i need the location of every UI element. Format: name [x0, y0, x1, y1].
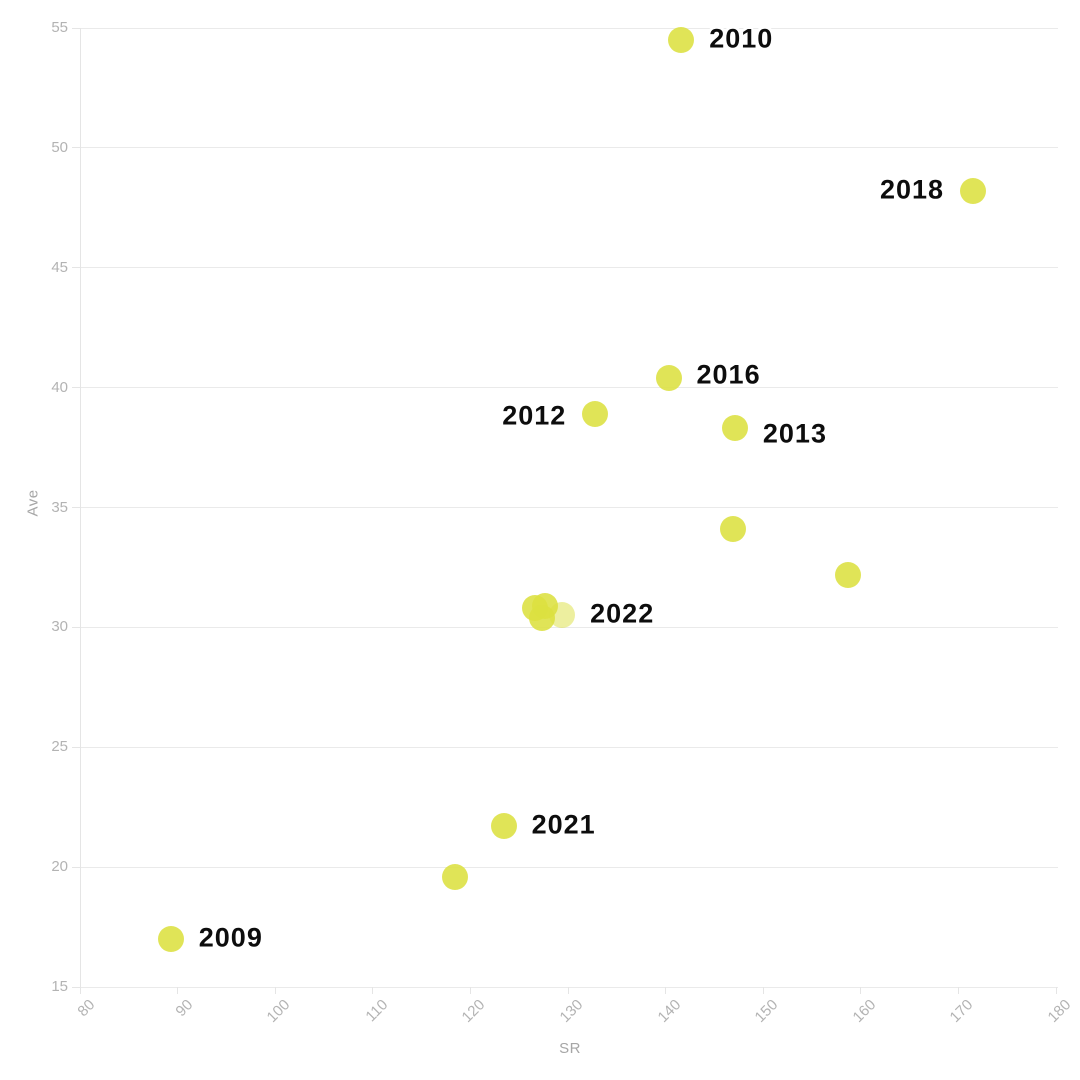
- x-tick-mark: [469, 987, 471, 994]
- data-point-2013[interactable]: [721, 415, 748, 442]
- y-tick-mark: [72, 387, 80, 389]
- point-label-2013: 2013: [762, 418, 827, 449]
- y-tick-mark: [72, 147, 80, 149]
- y-tick-mark: [72, 986, 80, 988]
- x-tick-label: 110: [362, 996, 392, 1026]
- x-tick-mark: [372, 987, 374, 994]
- x-tick-label: 180: [1044, 996, 1075, 1027]
- y-tick-label: 25: [51, 738, 68, 756]
- x-tick-mark: [665, 987, 667, 994]
- y-axis-title: Ave: [24, 489, 42, 517]
- x-tick-mark: [567, 987, 569, 994]
- x-tick-label: 160: [849, 996, 880, 1027]
- x-tick-mark: [957, 987, 959, 994]
- data-point-2009[interactable]: [157, 926, 184, 953]
- x-tick-mark: [1055, 987, 1057, 994]
- data-point[interactable]: [835, 561, 862, 588]
- y-gridline: [80, 147, 1058, 149]
- x-tick-label: 100: [263, 996, 294, 1027]
- x-tick-label: 120: [458, 996, 489, 1027]
- y-gridline: [80, 267, 1058, 269]
- x-tick-mark: [274, 987, 276, 994]
- data-point[interactable]: [528, 604, 555, 631]
- y-axis-line: [79, 28, 81, 987]
- y-tick-label: 50: [51, 138, 68, 156]
- data-point[interactable]: [719, 516, 746, 543]
- y-tick-label: 30: [51, 618, 68, 636]
- x-tick-label: 80: [74, 996, 99, 1021]
- point-label-2012: 2012: [502, 400, 567, 431]
- point-label-2021: 2021: [531, 809, 596, 840]
- data-point-2012[interactable]: [582, 400, 609, 427]
- y-gridline: [80, 27, 1058, 29]
- x-tick-mark: [860, 987, 862, 994]
- data-point-2016[interactable]: [655, 365, 682, 392]
- point-label-2018: 2018: [879, 174, 945, 205]
- y-gridline: [80, 866, 1058, 868]
- point-label-2022: 2022: [590, 598, 655, 629]
- x-tick-mark: [79, 987, 81, 994]
- x-tick-mark: [762, 987, 764, 994]
- x-tick-label: 150: [751, 996, 782, 1027]
- y-tick-label: 20: [51, 858, 68, 876]
- x-axis-title: SR: [559, 1040, 581, 1057]
- x-tick-label: 170: [946, 996, 977, 1027]
- y-gridline: [80, 626, 1058, 628]
- y-gridline: [80, 507, 1058, 508]
- point-label-2010: 2010: [709, 23, 774, 54]
- y-gridline: [80, 986, 1058, 988]
- y-tick-label: 55: [51, 19, 68, 36]
- y-tick-mark: [72, 27, 80, 29]
- y-tick-label: 15: [51, 978, 68, 995]
- y-tick-mark: [72, 507, 80, 508]
- x-tick-label: 90: [172, 996, 196, 1021]
- data-point-2021[interactable]: [490, 813, 517, 840]
- y-tick-label: 45: [51, 258, 68, 276]
- y-tick-mark: [72, 626, 80, 628]
- data-point[interactable]: [441, 863, 468, 890]
- y-tick-label: 40: [51, 378, 68, 396]
- y-gridline: [80, 746, 1058, 748]
- y-tick-mark: [72, 746, 80, 748]
- x-tick-label: 130: [556, 996, 587, 1027]
- y-tick-label: 35: [51, 498, 68, 516]
- point-label-2009: 2009: [198, 922, 263, 953]
- data-point-2010[interactable]: [668, 26, 695, 53]
- x-tick-label: 140: [654, 996, 684, 1027]
- y-tick-mark: [72, 267, 80, 269]
- data-point-2018[interactable]: [960, 178, 987, 205]
- point-label-2016: 2016: [696, 359, 761, 390]
- x-tick-mark: [177, 987, 179, 994]
- y-tick-mark: [72, 866, 80, 868]
- y-gridline: [80, 387, 1058, 389]
